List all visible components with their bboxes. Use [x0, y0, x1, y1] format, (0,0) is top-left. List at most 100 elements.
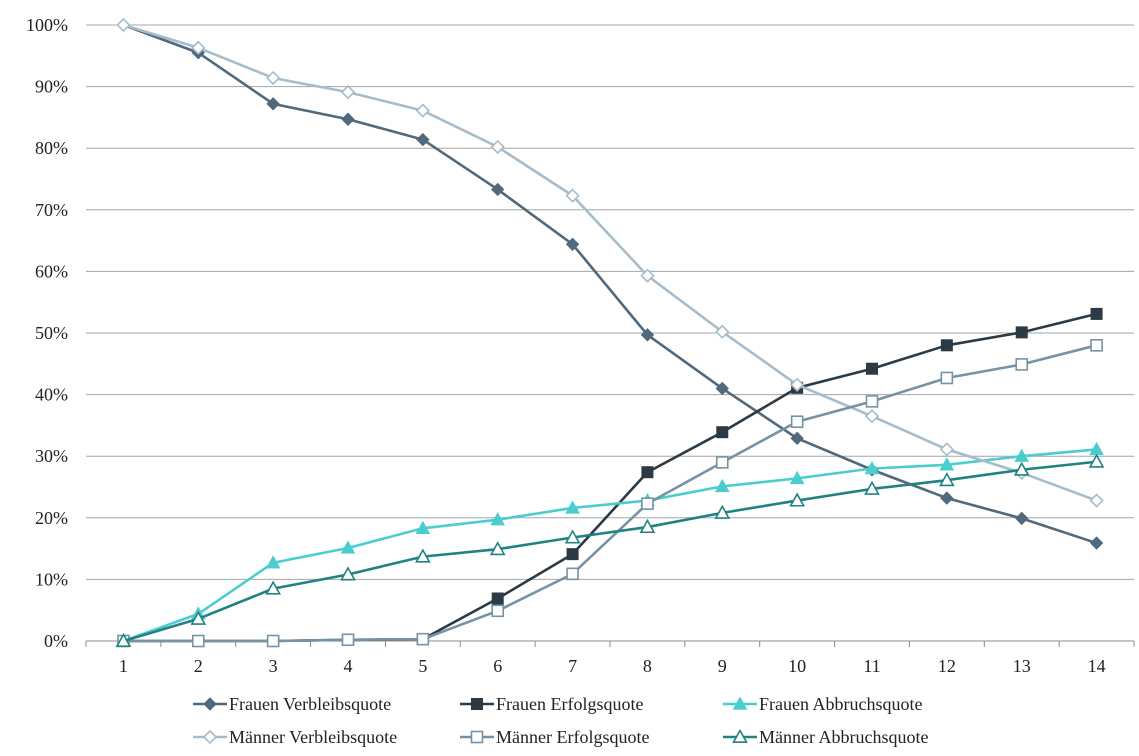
x-tick-label: 7 [568, 656, 577, 676]
legend-label: Frauen Verbleibsquote [229, 694, 391, 714]
data-point [415, 520, 431, 534]
data-point [790, 415, 804, 429]
legend-marker [732, 696, 748, 710]
x-tick-label: 9 [718, 656, 727, 676]
data-point [265, 580, 282, 595]
data-point [115, 632, 132, 648]
data-point [939, 442, 954, 457]
data-point [715, 456, 729, 469]
data-point [1090, 307, 1103, 320]
y-tick-label: 10% [35, 569, 68, 589]
data-point [641, 497, 654, 510]
data-point [1089, 536, 1104, 550]
x-tick-label: 6 [493, 656, 502, 676]
series-1 [117, 307, 1103, 647]
x-tick-label: 5 [418, 656, 427, 676]
x-tick-label: 4 [344, 656, 353, 676]
data-point [341, 633, 355, 647]
series-line [123, 23, 1098, 502]
legend-label: Frauen Erfolgsquote [496, 694, 643, 714]
legend-marker [470, 730, 484, 744]
data-point [191, 634, 205, 648]
legend-marker [471, 698, 483, 710]
data-point [940, 491, 954, 505]
data-point [790, 431, 804, 446]
y-axis-tick-labels: 0% 10% 20% 30% 40% 50% 60% 70% 80% 90% 100% [26, 15, 68, 651]
x-tick-label: 2 [194, 656, 203, 676]
data-point [865, 395, 879, 408]
data-point [340, 540, 356, 554]
series-2 [116, 441, 1104, 647]
y-tick-label: 80% [35, 138, 68, 158]
data-point [116, 17, 131, 33]
series-5 [115, 453, 1105, 648]
data-point [1013, 461, 1030, 476]
data-point [639, 518, 656, 534]
legend-marker [732, 728, 748, 744]
data-point [939, 457, 955, 471]
y-tick-label: 20% [35, 508, 68, 528]
data-point [490, 139, 505, 155]
data-point [864, 480, 880, 495]
gridlines [86, 24, 1134, 642]
legend: Frauen Verbleibsquote Frauen Erfolgsquote… [193, 694, 928, 747]
data-point [191, 40, 206, 55]
data-point [1015, 511, 1029, 526]
series-0 [116, 18, 1104, 550]
legend-marker [202, 729, 218, 745]
y-tick-label: 90% [35, 77, 68, 97]
legend-label: Männer Erfolgsquote [496, 727, 649, 747]
legend-item: Männer Erfolgsquote [460, 727, 649, 747]
data-point [1090, 339, 1103, 352]
data-point [866, 362, 878, 375]
data-point [565, 237, 580, 252]
data-point [490, 512, 506, 526]
data-point [340, 85, 356, 100]
data-point [414, 548, 431, 563]
legend-marker [203, 697, 217, 711]
x-tick-label: 10 [788, 656, 806, 676]
data-point [715, 381, 729, 396]
series-lines [115, 17, 1105, 648]
data-point [565, 188, 580, 203]
data-point [714, 478, 730, 493]
series-line [123, 460, 1097, 643]
legend-label: Männer Abbruchsquote [759, 727, 928, 747]
x-tick-label: 14 [1088, 656, 1106, 676]
data-point [416, 632, 430, 646]
data-point [266, 70, 281, 86]
legend-item: Männer Verbleibsquote [193, 727, 397, 747]
data-point [714, 504, 731, 519]
data-point [715, 324, 730, 339]
x-tick-label: 1 [119, 656, 128, 676]
y-tick-label: 100% [26, 15, 68, 35]
x-tick-label: 8 [643, 656, 652, 676]
data-point [341, 112, 355, 126]
data-point [566, 548, 579, 561]
x-tick-label: 13 [1013, 656, 1031, 676]
data-point [716, 426, 729, 439]
data-point [640, 268, 655, 283]
legend-label: Frauen Abbruchsquote [759, 694, 922, 714]
data-point [940, 371, 954, 385]
legend-item: Frauen Erfolgsquote [460, 694, 643, 714]
data-point [864, 409, 880, 424]
data-point [640, 328, 655, 342]
legend-item: Männer Abbruchsquote [723, 727, 928, 747]
data-point [340, 566, 356, 581]
data-point [1089, 493, 1104, 508]
series-4 [117, 339, 1103, 648]
data-point [864, 460, 880, 475]
data-point [416, 132, 430, 147]
data-point [489, 541, 506, 556]
legend-item: Frauen Abbruchsquote [723, 694, 922, 714]
series-line [123, 344, 1097, 643]
data-point [789, 470, 805, 485]
y-tick-label: 50% [35, 323, 68, 343]
data-point [789, 492, 806, 507]
data-point [938, 472, 955, 487]
data-point [265, 555, 281, 569]
legend-label: Männer Verbleibsquote [229, 727, 397, 747]
data-point [1088, 453, 1105, 468]
data-point [266, 634, 280, 648]
